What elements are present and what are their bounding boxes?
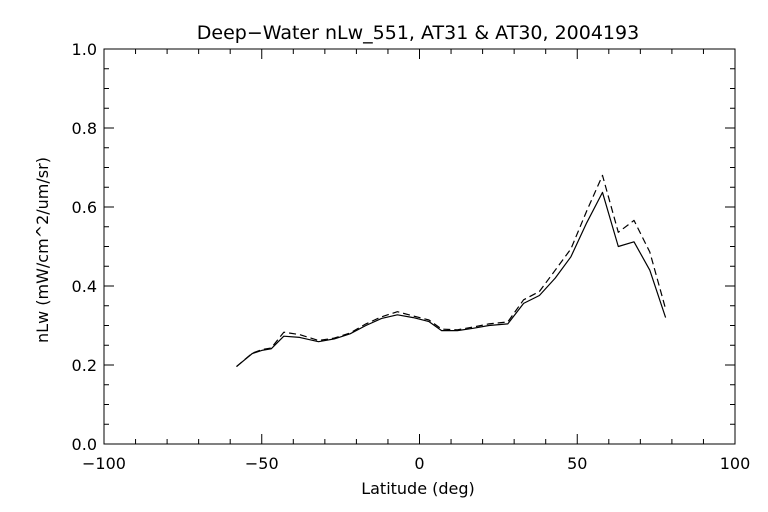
data-series xyxy=(236,174,667,368)
y-tick-label: 0.2 xyxy=(72,356,97,375)
y-axis-label: nLw (mW/cm^2/um/sr) xyxy=(33,157,52,343)
y-tick-label: 0.4 xyxy=(72,277,97,296)
axis-tick-labels: −100 −50 0 50 100 0.0 0.2 0.4 0.6 0.8 1.0 xyxy=(72,40,751,473)
x-tick-label: 50 xyxy=(567,454,587,473)
x-tick-label: 0 xyxy=(414,454,424,473)
plot-frame xyxy=(103,48,736,445)
x-tick-label: −100 xyxy=(82,454,126,473)
x-tick-label: 100 xyxy=(720,454,751,473)
series-line-dashed xyxy=(236,174,667,368)
chart-title: Deep−Water nLw_551, AT31 & AT30, 2004193 xyxy=(197,22,639,44)
x-axis-label: Latitude (deg) xyxy=(361,479,475,498)
axis-ticks xyxy=(103,48,736,445)
x-tick-label: −50 xyxy=(245,454,279,473)
series-line-solid xyxy=(236,191,667,368)
y-tick-label: 0.6 xyxy=(72,198,97,217)
y-tick-label: 0.8 xyxy=(72,119,97,138)
y-tick-label: 0.0 xyxy=(72,435,97,454)
y-tick-label: 1.0 xyxy=(72,40,97,59)
